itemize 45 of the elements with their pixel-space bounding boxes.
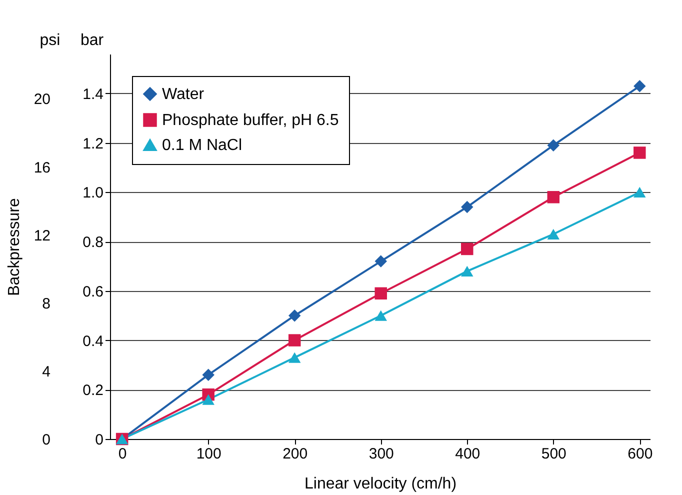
- point: [374, 287, 387, 300]
- y2-tick-label: 0: [95, 432, 104, 448]
- point: [374, 255, 387, 268]
- y-tick-label: 16: [34, 159, 50, 176]
- y-tick-label: 8: [42, 295, 50, 312]
- y2-tick-label: 0.8: [82, 234, 104, 252]
- text: bar: [80, 32, 104, 49]
- point: [288, 352, 301, 363]
- text: psi: [40, 32, 60, 49]
- x-tick-label: 200: [282, 446, 308, 462]
- y2-tick-label: 1.4: [82, 86, 104, 103]
- y2-tick-label: 1.2: [82, 135, 104, 152]
- y2-tick-label: 0.4: [82, 332, 104, 350]
- y-tick-label: 12: [34, 227, 50, 244]
- point: [288, 309, 301, 322]
- point: [461, 200, 474, 214]
- x-tick-label: 100: [196, 446, 222, 462]
- point: [202, 368, 214, 381]
- point: [547, 139, 560, 152]
- legend-label: 0.1 M NaCl: [162, 137, 242, 154]
- x-axis-title: Linear velocity (cm/h): [304, 476, 457, 492]
- y-axis-title: Backpressure: [6, 198, 23, 296]
- x-tick-label: 400: [455, 446, 480, 462]
- x-tick-label: 0: [118, 446, 127, 462]
- point: [288, 334, 301, 346]
- point: [634, 146, 646, 159]
- x-tick-label: 600: [628, 446, 653, 462]
- y-tick-label: 20: [34, 91, 50, 108]
- point: [202, 394, 214, 405]
- point: [547, 228, 560, 240]
- point: [634, 186, 646, 198]
- y2-tick-label: 0.6: [82, 283, 104, 300]
- y-tick-label: 4: [42, 363, 50, 380]
- legend-label: Phosphate buffer, pH 6.5: [162, 112, 339, 129]
- x-tick-label: 300: [368, 446, 394, 462]
- point: [634, 80, 646, 92]
- point: [461, 266, 474, 276]
- point: [374, 310, 387, 321]
- legend-label: Water: [162, 86, 205, 103]
- y2-tick-label: 0.2: [82, 382, 104, 400]
- y-tick-label: 0: [42, 432, 50, 448]
- y2-tick-label: 1.0: [82, 184, 104, 202]
- x-tick-label: 500: [541, 446, 566, 462]
- point: [461, 242, 474, 256]
- point: [547, 191, 560, 204]
